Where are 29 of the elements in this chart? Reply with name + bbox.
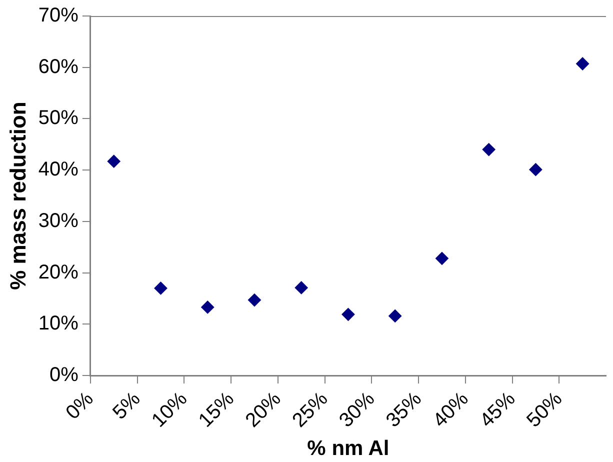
point bbox=[294, 281, 308, 294]
point bbox=[388, 309, 402, 322]
x-tick-label: 50% bbox=[522, 388, 567, 432]
point bbox=[529, 163, 542, 176]
x-tick-label: 40% bbox=[428, 388, 473, 432]
x-tick-label: 10% bbox=[148, 388, 192, 432]
point bbox=[107, 154, 120, 168]
y-tick-label: 10% bbox=[38, 312, 79, 335]
y-tick-label: 50% bbox=[38, 107, 79, 130]
x-axis-title: % nm Al bbox=[307, 437, 390, 460]
x-tick-label: 15% bbox=[194, 388, 239, 432]
x-tick-label: 35% bbox=[382, 388, 426, 432]
y-tick-label: 70% bbox=[38, 4, 79, 27]
point bbox=[576, 57, 590, 70]
y-tick-label: 30% bbox=[38, 210, 79, 232]
point bbox=[248, 294, 261, 307]
y-tick-label: 40% bbox=[38, 158, 79, 181]
point bbox=[154, 282, 168, 295]
x-tick-label: 5% bbox=[108, 388, 145, 424]
point bbox=[435, 252, 448, 265]
y-tick-label: 60% bbox=[38, 56, 79, 78]
point bbox=[342, 308, 355, 321]
y-tick-label: 0% bbox=[50, 364, 79, 386]
x-tick-label: 30% bbox=[335, 388, 380, 432]
point bbox=[201, 300, 214, 314]
point bbox=[482, 143, 496, 156]
y-axis-title: % mass reduction bbox=[5, 102, 30, 290]
y-tick-label: 20% bbox=[38, 261, 79, 284]
x-tick-label: 45% bbox=[476, 388, 520, 432]
